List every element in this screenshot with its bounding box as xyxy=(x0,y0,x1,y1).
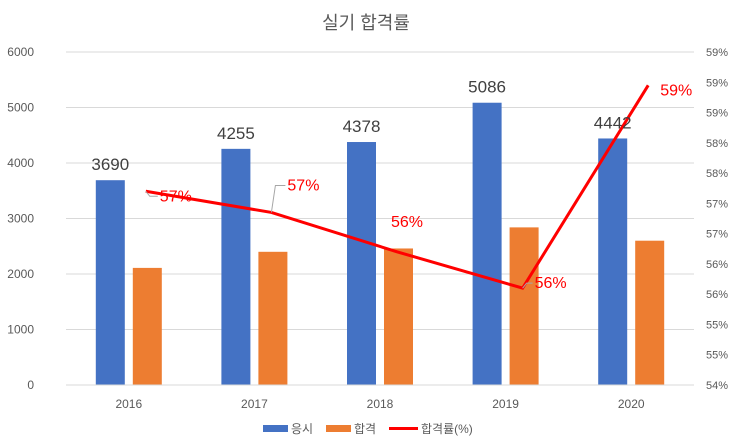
right-tick-label: 55% xyxy=(706,350,728,362)
bar-applicants xyxy=(347,142,376,385)
rate-data-label: 57% xyxy=(160,188,192,205)
bar-data-label: 4442 xyxy=(594,113,632,132)
right-tick-label: 58% xyxy=(706,138,728,150)
right-tick-label: 58% xyxy=(706,168,728,180)
bar-passed xyxy=(384,248,413,385)
bar-passed xyxy=(132,267,162,385)
legend-swatch-applicants xyxy=(263,425,288,432)
right-tick-label: 57% xyxy=(706,198,728,210)
left-tick-label: 6000 xyxy=(7,45,34,59)
legend-label-applicants: 응시 xyxy=(291,422,313,436)
rate-data-label: 56% xyxy=(535,275,567,292)
rate-data-label: 59% xyxy=(660,82,692,99)
x-tick-label: 2017 xyxy=(241,397,268,411)
left-tick-label: 2000 xyxy=(7,267,34,281)
left-tick-label: 3000 xyxy=(7,212,34,226)
rate-label-leader xyxy=(522,282,533,289)
bar-passed xyxy=(509,227,539,385)
legend-swatch-passed xyxy=(326,425,351,432)
left-tick-label: 1000 xyxy=(7,323,34,337)
x-axis: 2016 2017 2018 2019 2020 xyxy=(66,384,694,411)
bars xyxy=(95,102,665,386)
rate-label-leader xyxy=(145,190,158,197)
legend-label-rate: 합격률(%) xyxy=(421,422,473,436)
right-tick-label: 56% xyxy=(706,289,728,301)
bar-data-label: 4255 xyxy=(217,124,255,143)
x-tick-label: 2018 xyxy=(367,397,394,411)
x-tick-label: 2016 xyxy=(115,397,142,411)
bar-passed xyxy=(635,240,665,385)
left-tick-label: 0 xyxy=(27,378,34,392)
right-axis: 54% 55% 55% 56% 56% 57% 57% 58% 58% 59% 59% 59% xyxy=(706,47,728,392)
left-axis: 0 1000 2000 3000 4000 5000 6000 xyxy=(7,45,34,392)
left-tick-label: 5000 xyxy=(7,101,34,115)
bar-data-label: 4378 xyxy=(343,117,381,136)
left-tick-label: 4000 xyxy=(7,156,34,170)
chart-title: 실기 합격률 xyxy=(322,13,410,33)
right-tick-label: 59% xyxy=(706,47,728,59)
bar-applicants xyxy=(472,102,502,386)
legend-label-passed: 합격 xyxy=(354,422,376,436)
right-tick-label: 57% xyxy=(706,229,728,241)
bar-applicants xyxy=(598,138,628,385)
right-tick-label: 59% xyxy=(706,77,728,89)
rate-line xyxy=(145,84,650,290)
gridlines xyxy=(66,51,694,386)
x-tick-label: 2020 xyxy=(618,397,645,411)
bar-data-label: 5086 xyxy=(468,78,506,97)
bar-passed xyxy=(258,251,288,385)
bar-applicants xyxy=(221,148,251,385)
rate-data-label: 57% xyxy=(287,177,319,194)
right-tick-label: 59% xyxy=(706,108,728,120)
right-tick-label: 54% xyxy=(706,380,728,392)
bar-data-label: 3690 xyxy=(91,155,129,174)
rate-label-leader xyxy=(270,184,286,213)
rate-data-label: 56% xyxy=(391,214,423,231)
right-tick-label: 56% xyxy=(706,259,728,271)
right-tick-label: 55% xyxy=(706,319,728,331)
data-labels: 3690 4255 4378 5086 4442 57% 57% 56% 56% 59% xyxy=(91,78,692,292)
x-tick-label: 2019 xyxy=(492,397,519,411)
rate-series-line xyxy=(145,84,650,290)
bar-applicants xyxy=(95,180,125,385)
legend: 응시 합격 합격률(%) xyxy=(263,422,473,436)
